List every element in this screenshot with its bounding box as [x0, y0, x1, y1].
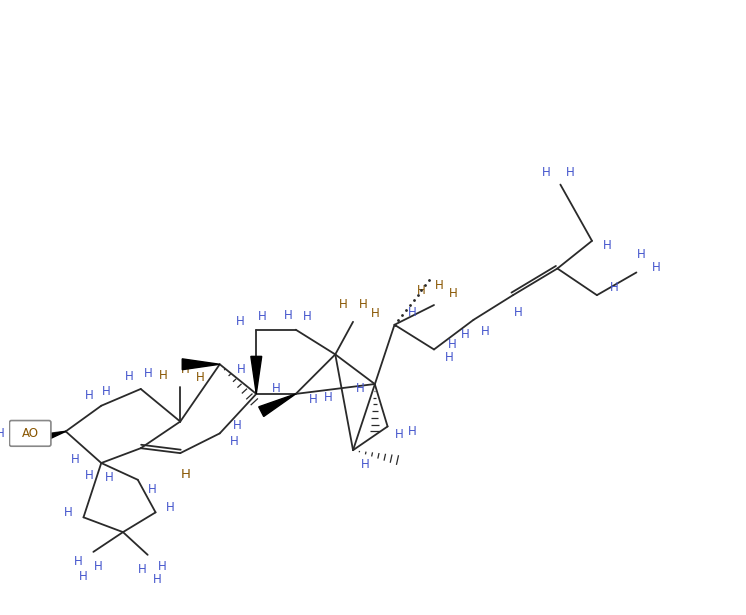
- Text: H: H: [181, 363, 189, 376]
- Text: H: H: [356, 383, 364, 395]
- Text: H: H: [258, 311, 266, 323]
- Text: H: H: [71, 453, 80, 466]
- Text: H: H: [652, 261, 660, 274]
- Text: H: H: [303, 311, 312, 323]
- Text: H: H: [449, 287, 458, 300]
- Text: H: H: [408, 306, 417, 319]
- Text: H: H: [481, 325, 489, 338]
- Text: H: H: [283, 309, 292, 322]
- Text: AO: AO: [22, 427, 39, 440]
- Text: H: H: [395, 428, 404, 441]
- Text: H: H: [85, 389, 94, 402]
- Text: H: H: [359, 298, 367, 311]
- Text: H: H: [85, 469, 94, 482]
- Text: H: H: [125, 370, 134, 383]
- Text: H: H: [435, 279, 443, 292]
- Text: H: H: [74, 555, 83, 568]
- Text: H: H: [324, 391, 333, 404]
- Text: H: H: [339, 298, 348, 311]
- Text: H: H: [542, 166, 551, 179]
- Text: H: H: [272, 383, 280, 395]
- Text: H: H: [603, 239, 611, 252]
- Text: H: H: [231, 435, 239, 448]
- Text: H: H: [417, 284, 425, 296]
- Text: H: H: [195, 371, 204, 384]
- Text: H: H: [360, 458, 369, 472]
- Text: H: H: [94, 560, 103, 573]
- Text: H: H: [148, 483, 157, 496]
- Text: H: H: [158, 560, 167, 573]
- Text: H: H: [153, 573, 162, 586]
- Text: H: H: [79, 570, 88, 583]
- Text: H: H: [610, 281, 619, 294]
- Polygon shape: [33, 431, 66, 445]
- Text: H: H: [144, 367, 153, 379]
- Text: H: H: [64, 506, 73, 519]
- Text: H: H: [637, 248, 646, 261]
- Text: H: H: [461, 328, 470, 341]
- Text: H: H: [159, 368, 168, 382]
- Text: H: H: [233, 419, 242, 432]
- Text: H: H: [445, 351, 453, 364]
- Text: H: H: [237, 363, 246, 376]
- Text: H: H: [101, 386, 110, 399]
- Text: H: H: [448, 338, 456, 351]
- Text: H: H: [166, 501, 175, 514]
- Text: H: H: [408, 425, 417, 438]
- FancyBboxPatch shape: [10, 421, 51, 446]
- Text: H: H: [181, 469, 190, 482]
- Polygon shape: [259, 394, 295, 416]
- Polygon shape: [182, 359, 220, 370]
- Text: H: H: [138, 563, 147, 576]
- Polygon shape: [251, 356, 262, 394]
- Text: H: H: [0, 427, 5, 440]
- Text: H: H: [236, 315, 245, 328]
- Text: H: H: [370, 308, 379, 320]
- Text: H: H: [566, 166, 574, 179]
- Text: H: H: [513, 306, 522, 319]
- Text: H: H: [104, 471, 113, 485]
- Text: H: H: [309, 394, 318, 407]
